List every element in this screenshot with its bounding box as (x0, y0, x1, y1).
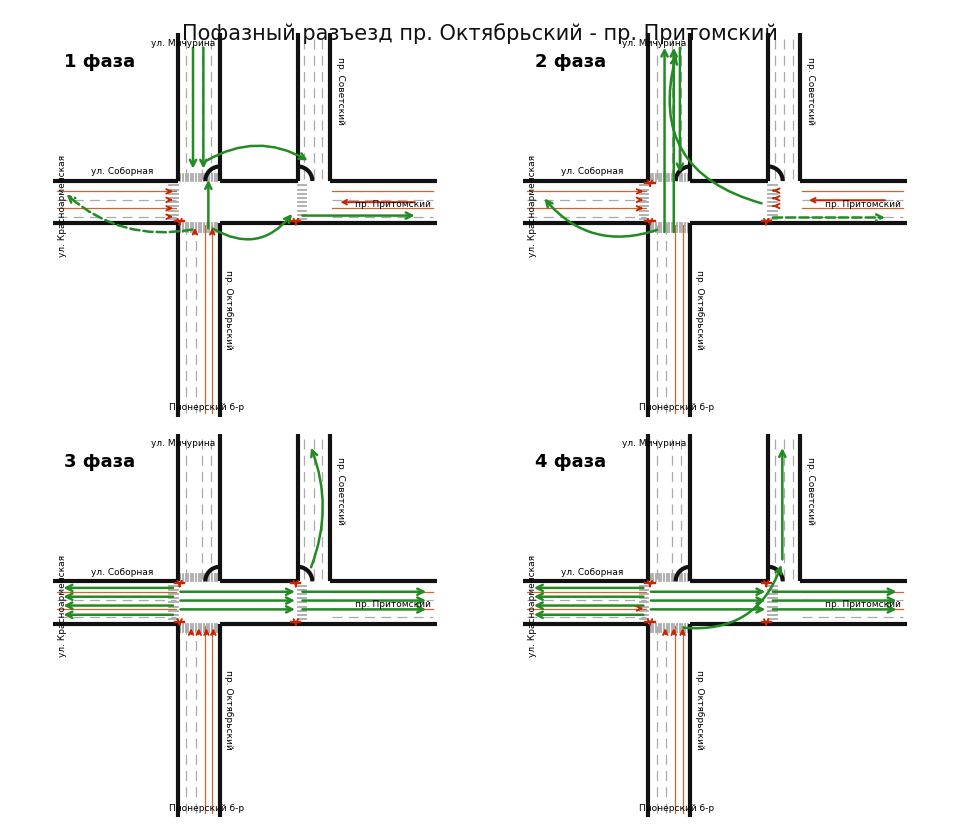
Text: ул. Мичурина: ул. Мичурина (622, 440, 686, 449)
Text: ул. Соборная: ул. Соборная (91, 168, 154, 177)
Text: пр. Советский: пр. Советский (336, 57, 345, 125)
Text: ул. Красноармейская: ул. Красноармейская (58, 555, 66, 657)
Text: Пофазный разъезд пр. Октябрьский - пр. Притомский: Пофазный разъезд пр. Октябрьский - пр. П… (182, 23, 778, 44)
Text: 1 фаза: 1 фаза (64, 53, 135, 71)
Text: пр. Советский: пр. Советский (806, 457, 815, 525)
Text: ул. Красноармейская: ул. Красноармейская (528, 155, 537, 257)
Text: пр. Октябрьский: пр. Октябрьский (225, 670, 233, 750)
Text: пр. Советский: пр. Советский (336, 457, 345, 525)
Text: 4 фаза: 4 фаза (535, 453, 606, 471)
Text: ул. Соборная: ул. Соборная (562, 168, 624, 177)
Text: пр. Притомский: пр. Притомский (355, 199, 431, 208)
Text: пр. Притомский: пр. Притомский (826, 600, 901, 609)
Text: пр. Октябрьский: пр. Октябрьский (225, 269, 233, 349)
Text: Пионерский б-р: Пионерский б-р (169, 404, 244, 412)
Text: Пионерский б-р: Пионерский б-р (639, 404, 714, 412)
Text: ул. Красноармейская: ул. Красноармейская (528, 555, 537, 657)
Text: ул. Соборная: ул. Соборная (562, 568, 624, 577)
Text: ул. Соборная: ул. Соборная (91, 568, 154, 577)
Text: ул. Мичурина: ул. Мичурина (152, 39, 216, 48)
Text: пр. Притомский: пр. Притомский (355, 600, 431, 609)
Text: 3 фаза: 3 фаза (64, 453, 135, 471)
Text: 2 фаза: 2 фаза (535, 53, 606, 71)
Text: Пионерский б-р: Пионерский б-р (169, 804, 244, 812)
Text: ул. Красноармейская: ул. Красноармейская (58, 155, 66, 257)
Text: пр. Притомский: пр. Притомский (826, 199, 901, 208)
Text: пр. Октябрьский: пр. Октябрьский (695, 670, 704, 750)
Text: пр. Советский: пр. Советский (806, 57, 815, 125)
Text: ул. Мичурина: ул. Мичурина (622, 39, 686, 48)
Text: ул. Мичурина: ул. Мичурина (152, 440, 216, 449)
Text: пр. Октябрьский: пр. Октябрьский (695, 269, 704, 349)
Text: Пионерский б-р: Пионерский б-р (639, 804, 714, 812)
